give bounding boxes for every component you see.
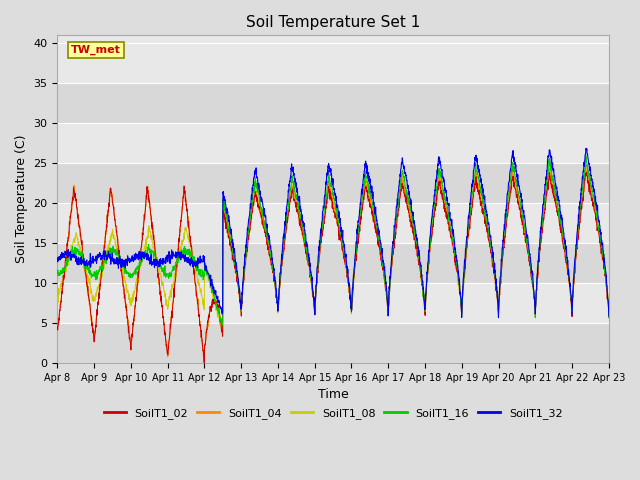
Bar	[58, 203, 609, 243]
Bar	[58, 43, 609, 84]
Bar	[58, 123, 609, 163]
Text: TW_met: TW_met	[71, 45, 121, 55]
Bar	[58, 323, 609, 363]
Bar	[58, 283, 609, 323]
Y-axis label: Soil Temperature (C): Soil Temperature (C)	[15, 135, 28, 264]
Title: Soil Temperature Set 1: Soil Temperature Set 1	[246, 15, 420, 30]
Bar	[58, 243, 609, 283]
Bar	[58, 163, 609, 203]
Legend: SoilT1_02, SoilT1_04, SoilT1_08, SoilT1_16, SoilT1_32: SoilT1_02, SoilT1_04, SoilT1_08, SoilT1_…	[99, 403, 567, 423]
Bar	[58, 84, 609, 123]
X-axis label: Time: Time	[317, 388, 349, 401]
